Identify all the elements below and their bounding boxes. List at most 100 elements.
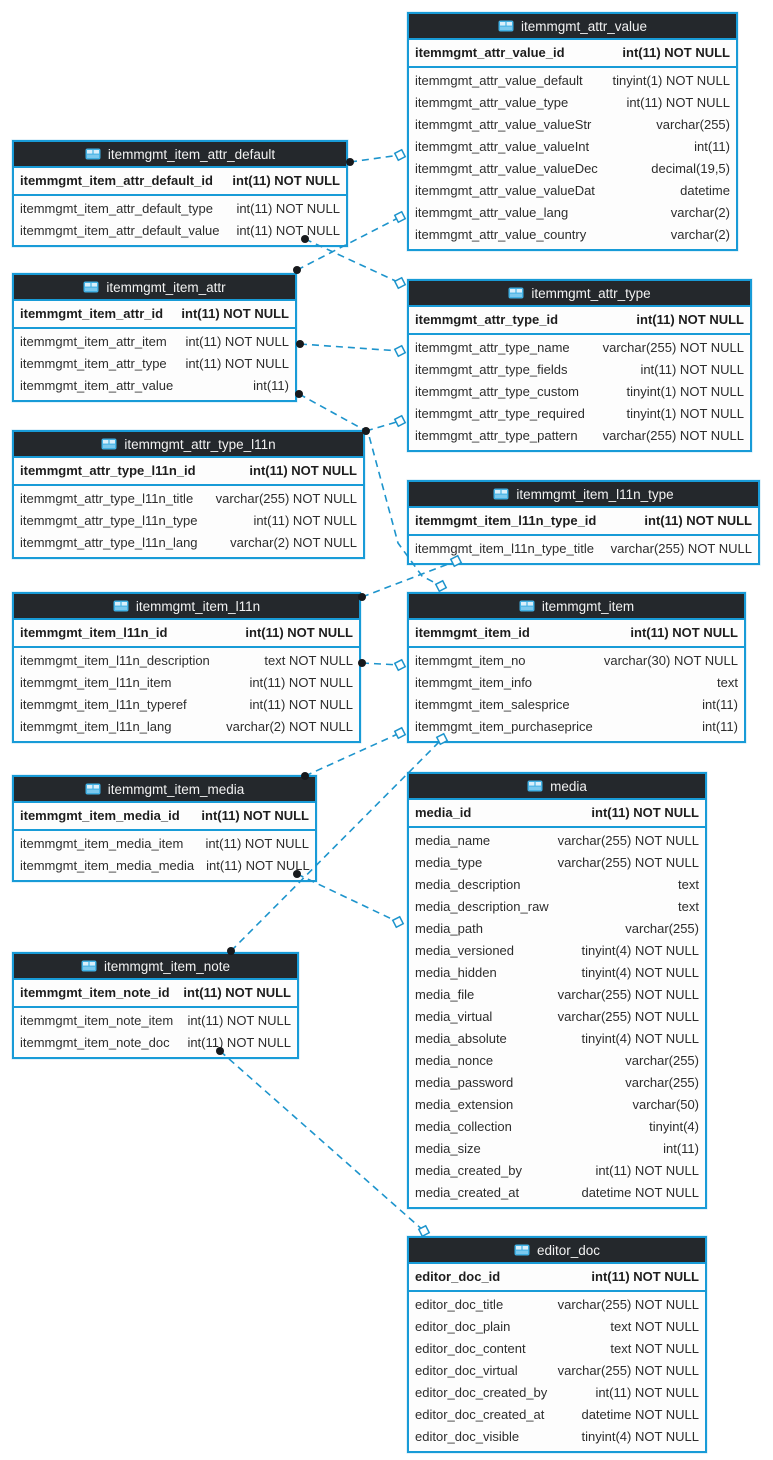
column-row: media_virtual varchar(255) NOT NULL — [409, 1006, 705, 1028]
column-type: tinyint(4) — [649, 1119, 699, 1134]
column-name: itemmgmt_attr_type_l11n_id — [20, 463, 196, 478]
column-type: int(11) NOT NULL — [595, 1163, 699, 1178]
column-type: varchar(2) — [670, 205, 730, 220]
relationship-line — [219, 1050, 425, 1232]
column-name: itemmgmt_attr_value_valueDat — [415, 183, 595, 198]
table-itemmgmt_item_attr[interactable]: itemmgmt_item_attr itemmgmt_item_attr_id i… — [12, 273, 297, 402]
column-type: int(11) NOT NULL — [236, 223, 340, 238]
column-type: int(11) NOT NULL — [591, 1269, 699, 1284]
column-row: itemmgmt_item_salesprice int(11) — [409, 694, 744, 716]
relationship-itemmgmt_item_note-to-editor_doc[interactable] — [216, 1047, 431, 1238]
column-name: itemmgmt_item_l11n_type_title — [415, 541, 594, 556]
relationship-itemmgmt_item_attr-to-itemmgmt_attr_type[interactable] — [296, 340, 407, 358]
table-title: itemmgmt_attr_type — [531, 285, 651, 301]
column-type: text NOT NULL — [610, 1341, 699, 1356]
table-header[interactable]: itemmgmt_item_l11n — [14, 594, 359, 618]
column-row: media_type varchar(255) NOT NULL — [409, 852, 705, 874]
connector-dot-icon — [296, 340, 304, 348]
table-header[interactable]: itemmgmt_item_attr — [14, 275, 295, 299]
column-type: int(11) NOT NULL — [249, 463, 357, 478]
table-itemmgmt_attr_type[interactable]: itemmgmt_attr_type itemmgmt_attr_type_id i… — [407, 279, 752, 452]
table-header[interactable]: editor_doc — [409, 1238, 705, 1262]
table-icon — [519, 600, 535, 612]
column-row: itemmgmt_attr_value_type int(11) NOT NULL — [409, 92, 736, 114]
column-list: itemmgmt_item_no varchar(30) NOT NULL item… — [409, 648, 744, 741]
column-row: itemmgmt_item_attr_type int(11) NOT NULL — [14, 353, 295, 375]
column-list: itemmgmt_item_media_item int(11) NOT NULL… — [14, 831, 315, 880]
connector-diamond-icon — [393, 210, 407, 224]
column-row: media_file varchar(255) NOT NULL — [409, 984, 705, 1006]
column-name: itemmgmt_attr_type_name — [415, 340, 570, 355]
column-row: itemmgmt_attr_type_fields int(11) NOT NUL… — [409, 359, 750, 381]
column-name: media_virtual — [415, 1009, 493, 1024]
table-itemmgmt_attr_value[interactable]: itemmgmt_attr_value itemmgmt_attr_value_i… — [407, 12, 738, 251]
column-row: itemmgmt_attr_value_valueDec decimal(19,5… — [409, 158, 736, 180]
column-row: itemmgmt_item_attr_default_type int(11) N… — [14, 198, 346, 220]
column-row: media_hidden tinyint(4) NOT NULL — [409, 962, 705, 984]
table-header[interactable]: itemmgmt_attr_type — [409, 281, 750, 305]
column-name: media_password — [415, 1075, 514, 1090]
column-type: int(11) NOT NULL — [181, 306, 289, 321]
table-header[interactable]: media — [409, 774, 705, 798]
primary-key-row: itemmgmt_item_attr_id int(11) NOT NULL — [14, 299, 295, 329]
column-name: itemmgmt_item_media_media — [20, 858, 195, 873]
column-list: itemmgmt_item_note_item int(11) NOT NULL i… — [14, 1008, 297, 1057]
column-name: itemmgmt_item_attr_default_id — [20, 173, 213, 188]
column-row: itemmgmt_item_note_item int(11) NOT NULL — [14, 1010, 297, 1032]
column-name: itemmgmt_item_note_id — [20, 985, 170, 1000]
table-itemmgmt_item_attr_default[interactable]: itemmgmt_item_attr_default itemmgmt_item_… — [12, 140, 348, 247]
relationship-itemmgmt_attr_type_l11n-to-itemmgmt_attr_type[interactable] — [362, 414, 407, 435]
column-type: int(11) NOT NULL — [185, 334, 289, 349]
relationship-itemmgmt_item_attr_default-to-itemmgmt_attr_value[interactable] — [346, 148, 407, 166]
table-icon — [527, 780, 543, 792]
table-header[interactable]: itemmgmt_item_l11n_type — [409, 482, 758, 506]
table-icon — [498, 20, 514, 32]
column-type: text — [678, 899, 699, 914]
primary-key-row: itemmgmt_attr_type_l11n_id int(11) NOT NU… — [14, 456, 363, 486]
table-itemmgmt_attr_type_l11n[interactable]: itemmgmt_attr_type_l11n itemmgmt_attr_typ… — [12, 430, 365, 559]
table-itemmgmt_item[interactable]: itemmgmt_item itemmgmt_item_id int(11) NOT… — [407, 592, 746, 743]
table-header[interactable]: itemmgmt_item — [409, 594, 744, 618]
table-header[interactable]: itemmgmt_item_media — [14, 777, 315, 801]
column-type: text NOT NULL — [264, 653, 353, 668]
table-header[interactable]: itemmgmt_item_attr_default — [14, 142, 346, 166]
column-name: itemmgmt_attr_type_l11n_title — [20, 491, 194, 506]
column-row: itemmgmt_attr_type_custom tinyint(1) NOT … — [409, 381, 750, 403]
table-media[interactable]: media media_id int(11) NOT NULL media_name v… — [407, 772, 707, 1209]
table-header[interactable]: itemmgmt_item_note — [14, 954, 297, 978]
column-type: tinyint(4) NOT NULL — [581, 965, 699, 980]
table-icon — [85, 783, 101, 795]
connector-diamond-icon — [391, 915, 405, 929]
primary-key-row: itemmgmt_item_media_id int(11) NOT NULL — [14, 801, 315, 831]
column-name: editor_doc_visible — [415, 1429, 520, 1444]
column-row: media_nonce varchar(255) — [409, 1050, 705, 1072]
column-type: tinyint(1) NOT NULL — [626, 406, 744, 421]
column-row: media_extension varchar(50) — [409, 1094, 705, 1116]
table-header[interactable]: itemmgmt_attr_type_l11n — [14, 432, 363, 456]
column-name: media_description_raw — [415, 899, 549, 914]
column-name: itemmgmt_item_l11n_id — [20, 625, 168, 640]
column-name: itemmgmt_item_no — [415, 653, 526, 668]
column-row: media_created_at datetime NOT NULL — [409, 1182, 705, 1204]
column-name: itemmgmt_item_l11n_lang — [20, 719, 172, 734]
column-type: varchar(255) NOT NULL — [557, 1297, 699, 1312]
relationship-itemmgmt_item_l11n-to-itemmgmt_item[interactable] — [358, 658, 407, 672]
column-name: itemmgmt_attr_type_pattern — [415, 428, 578, 443]
table-editor_doc[interactable]: editor_doc editor_doc_id int(11) NOT NULL e… — [407, 1236, 707, 1453]
table-title: itemmgmt_item_media — [107, 781, 245, 797]
column-type: varchar(50) — [632, 1097, 699, 1112]
column-row: media_path varchar(255) — [409, 918, 705, 940]
column-row: itemmgmt_item_attr_item int(11) NOT NULL — [14, 331, 295, 353]
table-itemmgmt_item_l11n_type[interactable]: itemmgmt_item_l11n_type itemmgmt_item_l11… — [407, 480, 760, 565]
column-name: itemmgmt_attr_value_valueStr — [415, 117, 592, 132]
column-type: int(11) — [702, 697, 738, 712]
column-name: editor_doc_title — [415, 1297, 504, 1312]
column-type: tinyint(1) NOT NULL — [612, 73, 730, 88]
table-header[interactable]: itemmgmt_attr_value — [409, 14, 736, 38]
column-type: varchar(255) NOT NULL — [610, 541, 752, 556]
table-itemmgmt_item_media[interactable]: itemmgmt_item_media itemmgmt_item_media_i… — [12, 775, 317, 882]
primary-key-row: itemmgmt_attr_type_id int(11) NOT NULL — [409, 305, 750, 335]
column-name: editor_doc_created_at — [415, 1407, 545, 1422]
